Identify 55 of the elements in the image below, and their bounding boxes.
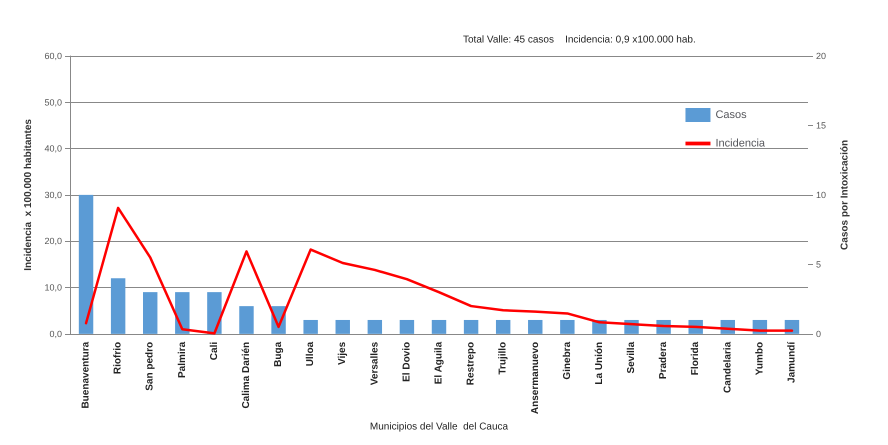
y2-tick-label: 10 (816, 190, 826, 200)
chart-title: Total Valle: 45 casos Incidencia: 0,9 x100.000 hab. (463, 34, 696, 46)
y2-tick-label: 15 (816, 120, 826, 130)
y2-tick-label: 5 (816, 259, 822, 270)
x-tick-label: Jamundí (786, 340, 798, 383)
line-series (84, 206, 794, 335)
y-tick-label: 0,0 (49, 328, 62, 339)
x-tick-label: Riofrio (112, 342, 124, 374)
y-tick-label: 50,0 (44, 97, 62, 108)
x-tick-label: Candelaria (722, 341, 734, 393)
x-tick-label: El Dovio (401, 342, 412, 382)
y2-tick-label: 0 (816, 328, 822, 339)
bar (432, 320, 446, 334)
x-tick-label: Yumbo (754, 342, 766, 376)
x-tick-label: Cali (208, 342, 220, 360)
bar (303, 320, 318, 334)
x-tick-label: Sevilla (626, 341, 638, 374)
legend-label: Incidencia (715, 138, 766, 150)
y-tick-label: 30,0 (44, 190, 62, 200)
x-tick-label: Ulloa (305, 341, 316, 366)
legend-label: Casos (715, 109, 748, 121)
x-tick-label: San pedro (144, 342, 156, 391)
y-tick-label: 40,0 (44, 144, 62, 154)
x-tick-label: Ansermanuevo (530, 342, 541, 414)
x-tick-label: Florida (690, 341, 702, 376)
x-tick-label: Ginebra (562, 341, 573, 380)
x-tick-label: La Unión (594, 342, 605, 385)
x-axis-title: Municipios del Valle del Cauca (370, 422, 509, 432)
y2-tick-label: 20 (816, 51, 826, 61)
x-tick-label: Palmira (176, 341, 188, 378)
x-tick-label: Trujillo (498, 342, 509, 375)
bar (496, 320, 510, 334)
y-tick-label: 60,0 (44, 51, 62, 61)
bar (239, 306, 254, 334)
bar (78, 194, 94, 334)
y2-axis-title: Casos por Intoxicación (840, 140, 850, 250)
bar (464, 320, 478, 334)
y-axis-title: Incidencia x 100.000 habitantes (23, 118, 34, 271)
x-tick-label: Pradera (658, 341, 670, 380)
bar (336, 320, 350, 334)
x-tick-label: Buenaventura (80, 341, 92, 409)
x-tick-label: Vijes (337, 341, 348, 366)
bar (110, 278, 126, 334)
bar (560, 320, 575, 334)
bar (528, 320, 542, 334)
bar (400, 320, 414, 334)
y-tick-label: 10,0 (44, 282, 62, 293)
bar (143, 292, 158, 334)
x-tick-label: Versalles (369, 341, 380, 386)
y-tick-label: 20,0 (44, 236, 62, 246)
x-tick-label: Calima Darién (240, 342, 252, 409)
x-tick-label: El Aguila (434, 341, 444, 384)
bar (368, 320, 382, 334)
x-tick-label: Buga (273, 341, 284, 367)
x-tick-label: Restrepo (466, 342, 477, 386)
